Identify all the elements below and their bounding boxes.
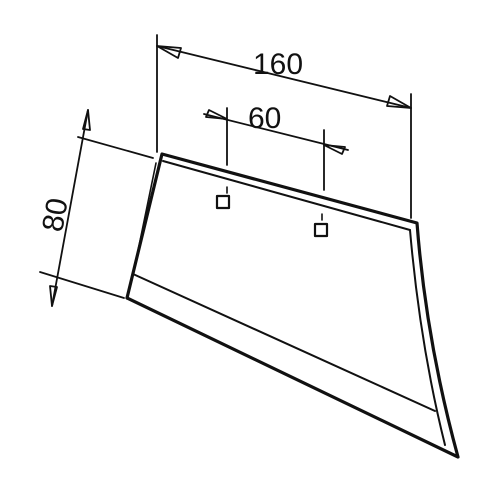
- extension-line-bottom: [39, 271, 125, 299]
- mounting-hole-right: [313, 222, 329, 238]
- dimension-line-80: [51, 109, 89, 307]
- extension-line-top: [77, 136, 154, 159]
- mounting-holes: [215, 186, 329, 238]
- blade-top-thickness: [162, 160, 411, 231]
- blade-right-flange: [409, 229, 446, 446]
- arrowhead-60-right: [323, 144, 346, 155]
- dimension-label-60: 60: [248, 102, 281, 135]
- dimension-label-80: 80: [36, 196, 74, 235]
- dimension-hole-spacing: 60: [203, 102, 349, 191]
- mounting-hole-left: [215, 194, 231, 210]
- dimension-line-60: [203, 113, 349, 151]
- arrowhead-80-bottom: [49, 285, 58, 307]
- arrowhead-160-left: [156, 45, 182, 59]
- dimension-label-160: 160: [253, 48, 303, 81]
- arrowhead-160-right: [386, 95, 412, 109]
- dimension-height: 80: [36, 109, 154, 307]
- arrowhead-60-left: [205, 109, 228, 120]
- dimension-line-160: [156, 45, 412, 109]
- blade-left-inner: [132, 162, 157, 276]
- dimension-overall-width: 160: [156, 34, 412, 219]
- cutting-edge-bevel: [132, 273, 436, 412]
- blade-outline: [125, 152, 460, 459]
- blade: [125, 152, 460, 459]
- arrowhead-80-top: [82, 109, 91, 131]
